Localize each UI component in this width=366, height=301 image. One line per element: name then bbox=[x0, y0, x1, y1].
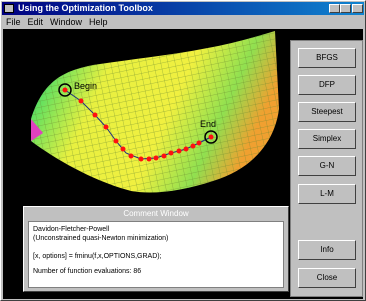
surface-grid bbox=[31, 31, 279, 193]
comment-line: Number of function evaluations: 86 bbox=[33, 268, 141, 275]
path-point bbox=[121, 147, 126, 152]
button[interactable]: L-M bbox=[298, 184, 356, 204]
window-icon bbox=[4, 4, 14, 13]
maximize-button[interactable] bbox=[340, 4, 351, 13]
menu-bar: File Edit Window Help bbox=[2, 16, 364, 28]
button[interactable]: Steepest bbox=[298, 102, 356, 122]
button[interactable]: DFP bbox=[298, 75, 356, 95]
window: Using the Optimization Toolbox File Edit W… bbox=[0, 0, 366, 301]
comment-line: [x, options] = fminu(f,x,OPTIONS,GRAD); bbox=[33, 253, 162, 260]
minimize-button[interactable] bbox=[329, 4, 340, 13]
path-point bbox=[177, 149, 182, 154]
comment-title: Comment Window bbox=[24, 209, 288, 218]
comment-line: (Unconstrained quasi-Newton minimization… bbox=[33, 235, 168, 242]
path-point bbox=[184, 147, 189, 152]
path-point bbox=[139, 157, 144, 162]
end-point bbox=[209, 135, 214, 140]
menu-item[interactable]: Edit bbox=[28, 17, 44, 27]
path-point bbox=[191, 144, 196, 149]
button[interactable]: Close bbox=[298, 268, 356, 288]
button[interactable]: Simplex bbox=[298, 129, 356, 149]
page: Using the Optimization Toolbox File Edit W… bbox=[0, 0, 366, 301]
path-point bbox=[104, 125, 109, 130]
menu-item[interactable]: Window bbox=[50, 17, 82, 27]
close-window-button[interactable] bbox=[352, 4, 363, 13]
button-panel: BFGS DFP Steepest Simplex G-N L-M Info Close bbox=[290, 40, 363, 297]
start-point bbox=[63, 88, 68, 93]
end-label: End bbox=[200, 119, 216, 129]
menu-item[interactable]: Help bbox=[89, 17, 108, 27]
title-bar: Using the Optimization Toolbox bbox=[2, 2, 364, 15]
button[interactable]: G-N bbox=[298, 156, 356, 176]
comment-text: Davidon-Fletcher-Powell (Unconstrained qu… bbox=[28, 221, 284, 288]
menu-item[interactable]: File bbox=[6, 17, 21, 27]
path-point bbox=[197, 141, 202, 146]
path-point bbox=[79, 99, 84, 104]
path-point bbox=[114, 139, 119, 144]
path-point bbox=[147, 157, 152, 162]
start-label: Begin bbox=[74, 81, 97, 91]
path-point bbox=[162, 154, 167, 159]
path-point bbox=[154, 156, 159, 161]
path-point bbox=[129, 154, 134, 159]
window-title: Using the Optimization Toolbox bbox=[18, 2, 153, 15]
button[interactable]: Info bbox=[298, 240, 356, 260]
comment-window: Comment Window Davidon-Fletcher-Powell (U… bbox=[23, 206, 289, 292]
button[interactable]: BFGS bbox=[298, 48, 356, 68]
path-point bbox=[169, 151, 174, 156]
comment-line: Davidon-Fletcher-Powell bbox=[33, 226, 109, 233]
path-point bbox=[93, 113, 98, 118]
